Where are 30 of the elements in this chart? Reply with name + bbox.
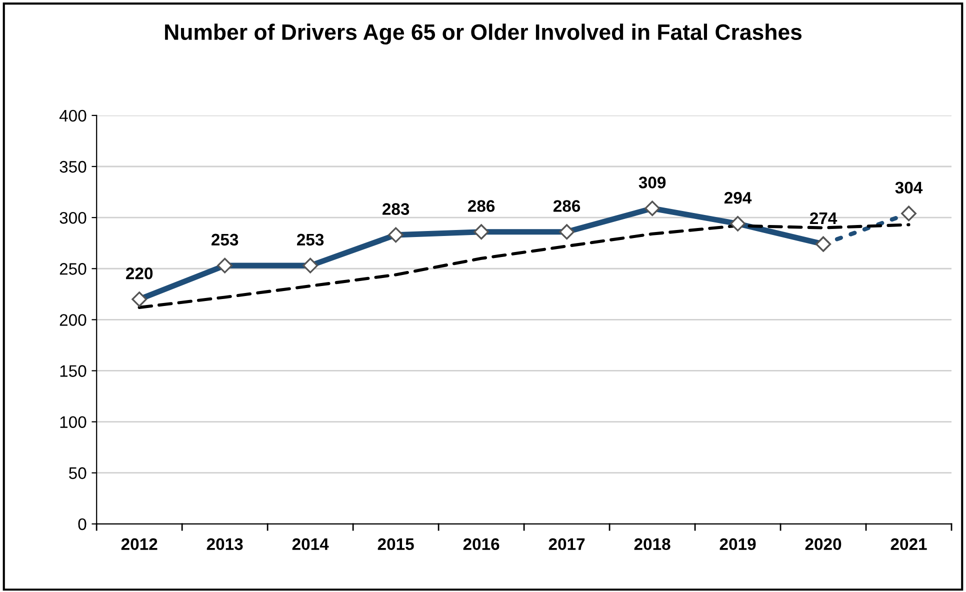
y-tick-label: 400 — [59, 110, 86, 122]
data-label: 283 — [382, 203, 410, 215]
y-tick-label: 250 — [60, 263, 86, 275]
chart-title: Number of Drivers Age 65 or Older Involved in Fatal Crashes — [165, 24, 802, 44]
x-tick-label: 2016 — [463, 538, 500, 550]
y-tick-label: 0 — [78, 518, 86, 530]
y-tick-label: 150 — [60, 365, 86, 377]
y-tick-label: 50 — [69, 467, 86, 480]
data-label: 286 — [468, 200, 495, 212]
x-tick-label: 2012 — [121, 538, 158, 550]
x-tick-label: 2020 — [805, 538, 842, 550]
x-tick-label: 2019 — [720, 538, 756, 550]
y-tick-label: 300 — [60, 212, 86, 224]
data-label: 309 — [638, 176, 666, 188]
data-label: 220 — [126, 267, 153, 280]
y-tick-label: 200 — [60, 314, 86, 326]
y-tick-label: 350 — [60, 160, 86, 173]
x-tick-label: 2013 — [206, 538, 243, 550]
data-label: 253 — [297, 234, 324, 246]
x-tick-label: 2017 — [548, 538, 585, 550]
y-tick-label: 100 — [60, 416, 86, 428]
data-label: 304 — [895, 182, 923, 194]
x-tick-label: 2018 — [634, 538, 670, 550]
data-label: 253 — [212, 234, 238, 246]
x-tick-label: 2014 — [292, 538, 329, 550]
data-label: 294 — [724, 192, 752, 204]
x-tick-label: 2015 — [378, 538, 414, 550]
x-tick-label: 2021 — [890, 538, 927, 550]
data-label: 274 — [810, 212, 838, 224]
data-label: 286 — [553, 200, 580, 212]
